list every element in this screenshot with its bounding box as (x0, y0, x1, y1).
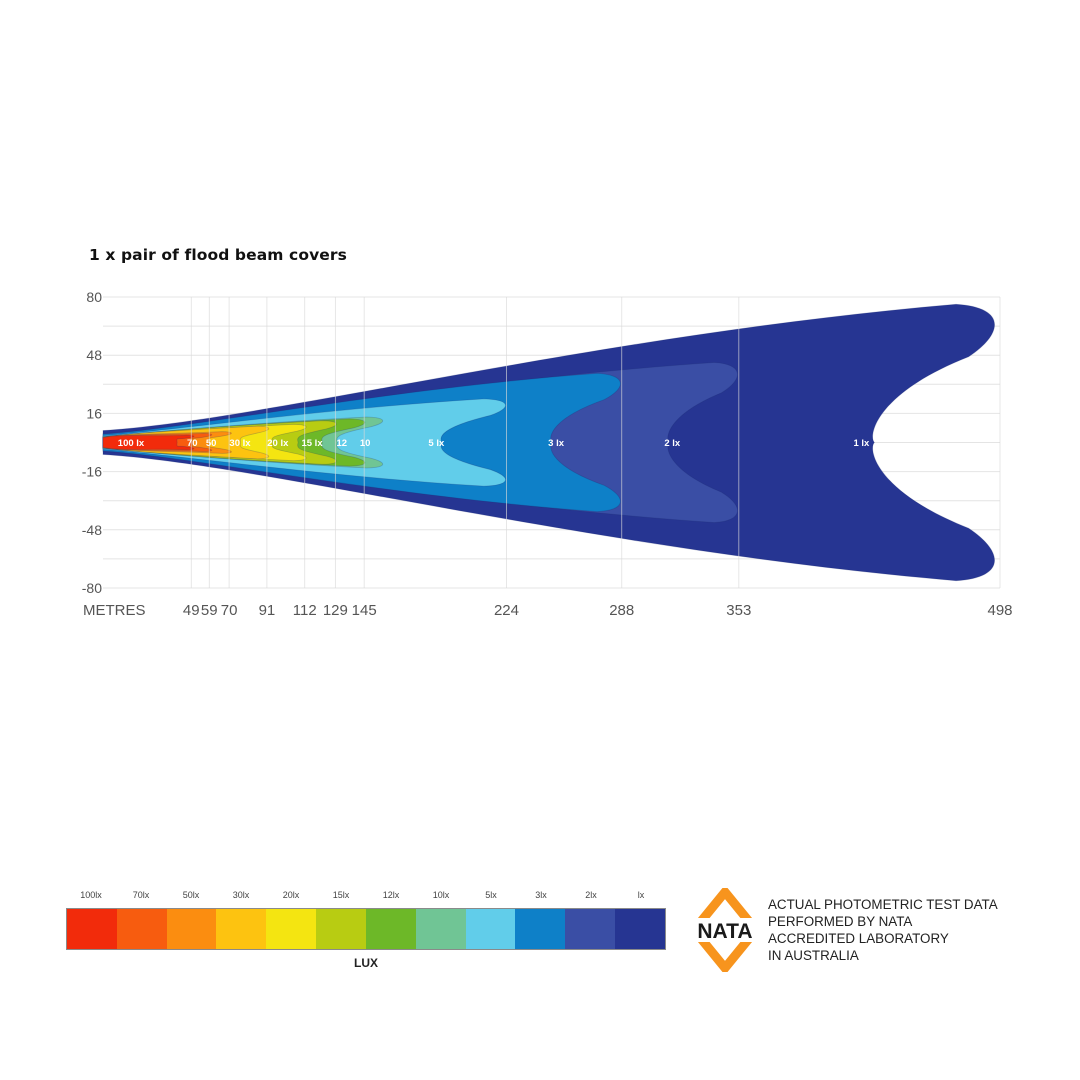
zone-label: 3 lx (548, 438, 565, 449)
x-tick-label: 49 (183, 602, 200, 619)
beam-zones (102, 303, 995, 582)
chart-title: 1 x pair of flood beam covers (89, 246, 347, 264)
legend-label: 20lx (282, 890, 300, 900)
legend-swatch (615, 909, 665, 949)
zone-label: 20 lx (267, 438, 289, 449)
legend-label: 5lx (485, 890, 497, 900)
zone-label: 1 lx (853, 438, 870, 449)
legend-swatch (565, 909, 616, 949)
legend-swatch (415, 909, 466, 949)
legend-swatch (116, 909, 167, 949)
y-tick-label: -16 (82, 464, 102, 480)
legend-swatch (515, 909, 566, 949)
y-tick-label: 48 (86, 347, 102, 363)
zone-label: 50 (206, 438, 217, 449)
lux-legend: 100lx 70lx 50lx 30lx 20lx 15lx 12lx 10lx 5lx 3lx 2… (66, 890, 666, 970)
zone-labels: 100 lx 70 50 30 lx 20 lx 15 lx 12 10 5 lx 3 lx 2 l… (118, 438, 870, 449)
x-tick-label: 91 (259, 602, 276, 619)
legend-label: 70lx (132, 890, 150, 900)
nata-accreditation-text: ACTUAL PHOTOMETRIC TEST DATA PERFORMED BY… (768, 896, 998, 964)
legend-label: 3lx (535, 890, 547, 900)
legend-swatch (266, 909, 317, 949)
zone-label: 10 (360, 438, 371, 449)
legend-labels: 100lx 70lx 50lx 30lx 20lx 15lx 12lx 10lx 5lx 3lx 2… (66, 890, 666, 906)
x-axis-label: METRES (83, 602, 146, 619)
nata-text-line: ACTUAL PHOTOMETRIC TEST DATA (768, 897, 998, 912)
legend-swatch (365, 909, 416, 949)
beam-chart: 100 lx 70 50 30 lx 20 lx 15 lx 12 10 5 lx 3 lx 2 l… (82, 289, 1013, 619)
zone-label: 70 (187, 438, 198, 449)
x-tick-label: 353 (726, 602, 751, 619)
nata-text-line: ACCREDITED LABORATORY (768, 931, 949, 946)
x-tick-label: 224 (494, 602, 519, 619)
zone-label: 5 lx (428, 438, 445, 449)
nata-diamond-shape (690, 888, 760, 972)
x-tick-label: 288 (609, 602, 634, 619)
x-tick-label: 498 (987, 602, 1012, 619)
legend-label: 12lx (382, 890, 400, 900)
legend-swatch (216, 909, 267, 949)
legend-label: 30lx (232, 890, 250, 900)
legend-swatch (465, 909, 516, 949)
y-tick-label: -80 (82, 580, 102, 596)
nata-text-line: IN AUSTRALIA (768, 948, 859, 963)
legend-color-bar (66, 908, 666, 950)
nata-logo: NATA (690, 888, 760, 972)
legend-label: 50lx (182, 890, 200, 900)
beam-zone-100lx (102, 434, 195, 451)
zone-label: 100 lx (118, 438, 145, 449)
x-tick-label: 145 (352, 602, 377, 619)
nata-logo-text: NATA (697, 920, 752, 943)
legend-label: 15lx (332, 890, 350, 900)
zone-label: 12 (336, 438, 347, 449)
y-tick-label: 16 (86, 405, 102, 421)
zone-label: 15 lx (301, 438, 323, 449)
legend-label: 2lx (585, 890, 597, 900)
legend-label: 100lx (80, 890, 102, 900)
zone-label: 2 lx (664, 438, 681, 449)
legend-swatch (67, 909, 117, 949)
x-tick-label: 70 (221, 602, 238, 619)
distance-markers (190, 297, 1001, 588)
x-tick-label: 112 (293, 602, 317, 619)
y-tick-label: 80 (86, 289, 102, 305)
zone-label: 30 lx (229, 438, 251, 449)
x-tick-label: 59 (201, 602, 218, 619)
legend-swatch (316, 909, 366, 949)
nata-text-line: PERFORMED BY NATA (768, 914, 913, 929)
legend-label: 10lx (432, 890, 450, 900)
x-tick-label: 129 (323, 602, 348, 619)
legend-swatch (166, 909, 217, 949)
y-tick-label: -48 (82, 522, 102, 538)
legend-unit: LUX (354, 956, 378, 970)
legend-label: lx (637, 890, 645, 900)
